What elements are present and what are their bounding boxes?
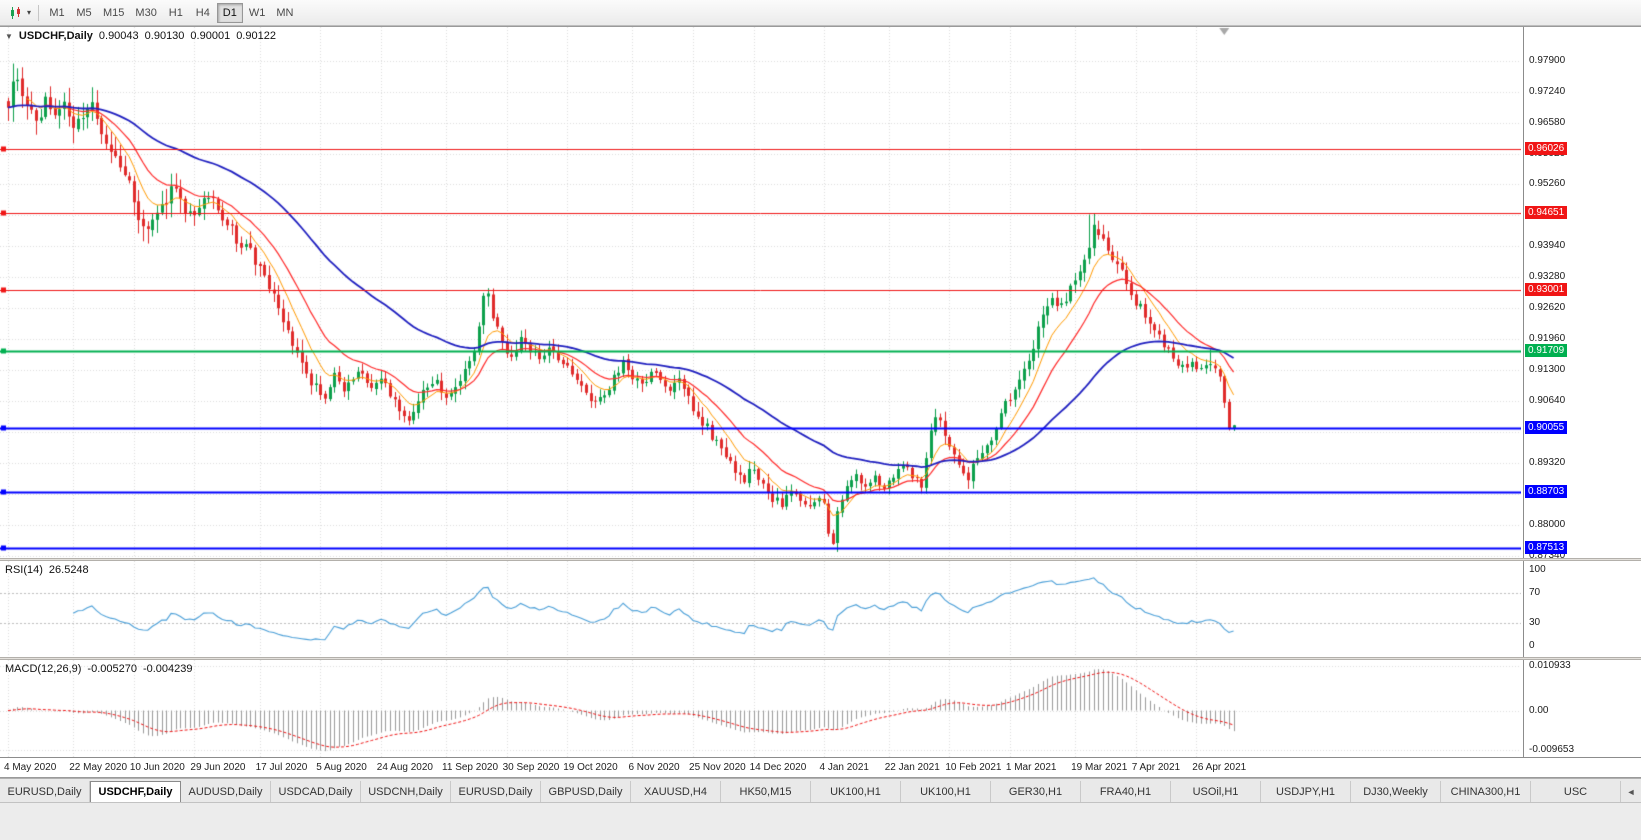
date-tick-label: 1 Mar 2021 [1005, 762, 1057, 773]
timeframe-button-h1[interactable]: H1 [168, 6, 183, 19]
price-line-badge: 0.96026 [1525, 141, 1568, 155]
chart-tab-eurusd-daily[interactable]: EURUSD,Daily [451, 781, 541, 802]
timeframe-toolbar: M1 M5 M15 M30 H1 H4 D1 W1 MN [44, 2, 298, 23]
timeframe-button-mn[interactable]: MN [276, 6, 294, 19]
price-tick-label: 0.90640 [1529, 394, 1566, 406]
tab-scroll-left-icon[interactable]: ◄ [1626, 786, 1636, 797]
toolbar-separator [38, 4, 40, 21]
timeframe-button-h4[interactable]: H4 [195, 6, 210, 19]
macd-tick-label: -0.009653 [1529, 743, 1575, 755]
rsi-pane: 100 70 30 0 RSI(14) 26.5248 [0, 561, 1641, 657]
chart-tab-fra40-h1[interactable]: FRA40,H1 [1081, 781, 1171, 802]
chart-tab-gbpusd-daily[interactable]: GBPUSD,Daily [541, 781, 631, 802]
price-line-badge: 0.94651 [1525, 206, 1568, 219]
price-tick-label: 0.92620 [1529, 302, 1566, 314]
main-chart-pane: 0.979000.972400.965800.959200.952600.946… [0, 27, 1641, 561]
price-tick-label: 0.93940 [1529, 240, 1566, 252]
rsi-tick-label: 70 [1529, 587, 1541, 598]
pane-divider[interactable] [0, 657, 1641, 660]
price-tick-label: 0.95260 [1529, 178, 1566, 190]
chart-tab-xauusd-h4[interactable]: XAUUSD,H4 [631, 781, 721, 802]
timeframe-button-m15[interactable]: M15 [103, 6, 125, 19]
timeframes-toolbar-row: ▾ M1 M5 M15 M30 H1 H4 D1 W1 MN [0, 0, 1641, 26]
date-tick-label: 19 Oct 2020 [563, 762, 618, 773]
price-line-badge: 0.93001 [1525, 283, 1568, 297]
date-tick-label: 6 Nov 2020 [628, 762, 680, 773]
price-line-badge: 0.90055 [1525, 421, 1568, 435]
chart-tab-usdjpy-h1[interactable]: USDJPY,H1 [1261, 781, 1351, 802]
chart-tab-uk100-h1[interactable]: UK100,H1 [901, 781, 991, 802]
main-price-axis[interactable]: 0.979000.972400.965800.959200.952600.946… [1523, 27, 1641, 561]
date-tick-label: 22 May 2020 [69, 762, 128, 773]
rsi-tick-label: 30 [1529, 617, 1541, 629]
date-tick-label: 7 Apr 2021 [1131, 762, 1181, 773]
chart-tab-uk100-h1[interactable]: UK100,H1 [811, 781, 901, 802]
rsi-tick-label: 100 [1529, 564, 1546, 576]
rsi-tick-label: 0 [1529, 640, 1535, 652]
rsi-axis[interactable]: 100 70 30 0 [1523, 561, 1641, 657]
chart-tab-hk50-m15[interactable]: HK50,M15 [721, 781, 811, 802]
price-line-badge: 0.87513 [1525, 540, 1568, 554]
price-tick-label: 0.88000 [1529, 518, 1566, 530]
chart-tab-china300-h1[interactable]: CHINA300,H1 [1441, 781, 1531, 802]
chart-tab-usdchf-daily[interactable]: USDCHF,Daily [90, 781, 181, 802]
chart-tab-usc[interactable]: USC [1531, 781, 1621, 802]
chart-tab-usoil-h1[interactable]: USOil,H1 [1171, 781, 1261, 802]
macd-pane: 0.010933 0.00 -0.009653 MACD(12,26,9) -0.0… [0, 660, 1641, 757]
macd-axis[interactable]: 0.010933 0.00 -0.009653 [1523, 660, 1641, 757]
date-tick-label: 5 Aug 2020 [316, 762, 367, 773]
date-tick-label: 30 Sep 2020 [502, 762, 560, 773]
date-axis[interactable]: 4 May 2020 22 May 2020 10 Jun 2020 29 Jun 2… [0, 757, 1641, 777]
price-line-badge: 0.88703 [1525, 484, 1568, 498]
timeframe-button-m5[interactable]: M5 [76, 6, 92, 19]
macd-tick-label: 0.00 [1529, 704, 1549, 716]
date-tick-label: 22 Jan 2021 [884, 762, 940, 773]
price-tick-label: 0.87340 [1529, 549, 1566, 561]
date-tick-label: 10 Jun 2020 [129, 762, 185, 773]
price-tick-label: 0.91300 [1529, 364, 1566, 376]
price-tick-label: 0.97240 [1529, 85, 1566, 97]
date-tick-label: 24 Aug 2020 [376, 762, 433, 773]
chart-tab-ger30-h1[interactable]: GER30,H1 [991, 781, 1081, 802]
chart-tabbar: EURUSD,Daily USDCHF,Daily AUDUSD,Daily USDC… [0, 778, 1641, 802]
date-tick-label: 4 May 2020 [4, 762, 57, 773]
timeframe-button-m1[interactable]: M1 [49, 6, 65, 19]
chart-tab-audusd-daily[interactable]: AUDUSD,Daily [181, 781, 271, 802]
status-bar [0, 802, 1641, 840]
chart-window: 0.979000.972400.965800.959200.952600.946… [0, 26, 1641, 778]
oneclick-collapse-icon[interactable]: ▼ [5, 31, 13, 41]
date-tick-label: 17 Jul 2020 [255, 762, 308, 773]
pane-divider[interactable] [0, 558, 1641, 561]
chart-type-icon[interactable] [5, 3, 27, 23]
chart-tab-usdcad-daily[interactable]: USDCAD,Daily [271, 781, 361, 802]
macd-canvas[interactable] [0, 660, 1521, 757]
date-tick-label: 25 Nov 2020 [689, 762, 746, 773]
price-line-badge: 0.91709 [1525, 343, 1568, 357]
chart-tab-dj30-weekly[interactable]: DJ30,Weekly [1351, 781, 1441, 802]
date-tick-label: 11 Sep 2020 [442, 762, 499, 773]
date-tick-label: 4 Jan 2021 [819, 762, 870, 773]
date-tick-label: 29 Jun 2020 [190, 762, 246, 773]
timeframe-button-m30[interactable]: M30 [135, 6, 157, 19]
main-chart-canvas[interactable] [0, 27, 1521, 558]
rsi-canvas[interactable] [0, 561, 1521, 657]
price-tick-label: 0.96580 [1529, 116, 1566, 128]
price-tick-label: 0.93280 [1529, 271, 1566, 283]
timeframe-button-w1[interactable]: W1 [248, 6, 266, 19]
date-tick-label: 14 Dec 2020 [749, 762, 807, 773]
price-tick-label: 0.91960 [1529, 333, 1566, 345]
timeframe-button-d1[interactable]: D1 [216, 2, 243, 23]
chart-type-dropdown-caret[interactable]: ▾ [27, 8, 32, 17]
date-tick-label: 26 Apr 2021 [1192, 762, 1247, 773]
date-tick-label: 19 Mar 2021 [1071, 762, 1128, 773]
chart-tab-eurusd-daily[interactable]: EURUSD,Daily [0, 781, 90, 802]
price-tick-label: 0.97900 [1529, 54, 1566, 66]
chart-tab-usdcnh-daily[interactable]: USDCNH,Daily [361, 781, 451, 802]
macd-tick-label: 0.010933 [1529, 659, 1571, 671]
date-tick-label: 10 Feb 2021 [945, 762, 1002, 773]
price-tick-label: 0.89320 [1529, 456, 1566, 468]
